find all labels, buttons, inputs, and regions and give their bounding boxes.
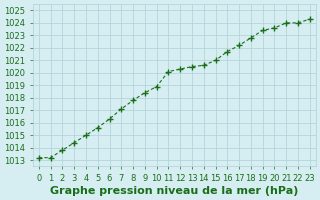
X-axis label: Graphe pression niveau de la mer (hPa): Graphe pression niveau de la mer (hPa) (50, 186, 299, 196)
